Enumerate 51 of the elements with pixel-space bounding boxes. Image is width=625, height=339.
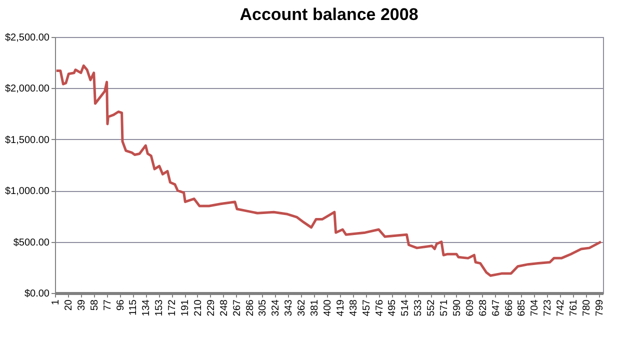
x-tick-label: 590 bbox=[452, 299, 463, 316]
x-tick-label: 58 bbox=[89, 299, 100, 311]
x-tick-label: 39 bbox=[76, 299, 88, 311]
x-tick-label: 647 bbox=[490, 299, 502, 316]
y-tick-label: $500.00 bbox=[13, 237, 50, 248]
x-tick-label: 362 bbox=[296, 299, 308, 316]
x-tick-label: 248 bbox=[218, 299, 230, 316]
x-tick-label: 134 bbox=[141, 299, 152, 316]
x-tick-label: 552 bbox=[426, 299, 438, 316]
x-tick-label: 742 bbox=[556, 299, 567, 316]
x-tick-label: 381 bbox=[310, 299, 321, 316]
x-tick-label: 685 bbox=[516, 299, 528, 316]
x-tick-label: 96 bbox=[115, 299, 126, 311]
x-tick-label: 267 bbox=[232, 299, 243, 316]
x-tick-label: 20 bbox=[63, 299, 74, 311]
x-tick-label: 495 bbox=[387, 299, 398, 316]
x-tick-label: 191 bbox=[180, 299, 191, 316]
x-tick-label: 172 bbox=[167, 299, 178, 316]
x-tick-label: 609 bbox=[464, 299, 476, 316]
x-tick-label: 723 bbox=[542, 299, 554, 316]
y-tick-label: $2,500.00 bbox=[5, 32, 50, 44]
y-tick-label: $0.00 bbox=[24, 288, 50, 300]
line-series bbox=[55, 64, 602, 277]
x-tick-label: 153 bbox=[154, 299, 166, 316]
x-tick-label: 476 bbox=[374, 299, 386, 316]
x-tick-label: 666 bbox=[504, 299, 515, 316]
x-tick-label: 571 bbox=[439, 299, 450, 316]
x-tick-label: 77 bbox=[102, 299, 114, 311]
y-tick-label: $1,000.00 bbox=[5, 186, 50, 198]
x-tick-label: 533 bbox=[413, 299, 424, 316]
x-tick-label: 343 bbox=[284, 299, 295, 316]
x-tick-label: 229 bbox=[206, 299, 217, 316]
chart-title: Account balance 2008 bbox=[240, 5, 418, 24]
x-tick-label: 799 bbox=[594, 299, 606, 316]
x-tick-label: 704 bbox=[530, 299, 541, 316]
x-tick-label: 761 bbox=[568, 299, 580, 316]
x-tick-label: 210 bbox=[192, 299, 204, 316]
x-tick-label: 400 bbox=[322, 299, 334, 316]
x-tick-label: 1 bbox=[50, 299, 62, 306]
x-tick-label: 628 bbox=[478, 299, 489, 316]
x-tick-label: 457 bbox=[361, 299, 372, 316]
x-tick-label: 438 bbox=[348, 299, 360, 316]
x-tick-label: 305 bbox=[258, 299, 269, 316]
x-tick-label: 514 bbox=[400, 299, 412, 316]
x-tick-label: 780 bbox=[581, 299, 592, 316]
x-tick-label: 324 bbox=[270, 299, 282, 316]
y-tick-label: $2,000.00 bbox=[5, 84, 50, 95]
y-tick-label: $1,500.00 bbox=[5, 134, 50, 146]
x-tick-label: 115 bbox=[128, 299, 140, 316]
x-tick-label: 419 bbox=[335, 299, 346, 316]
x-tick-label: 286 bbox=[244, 299, 256, 316]
